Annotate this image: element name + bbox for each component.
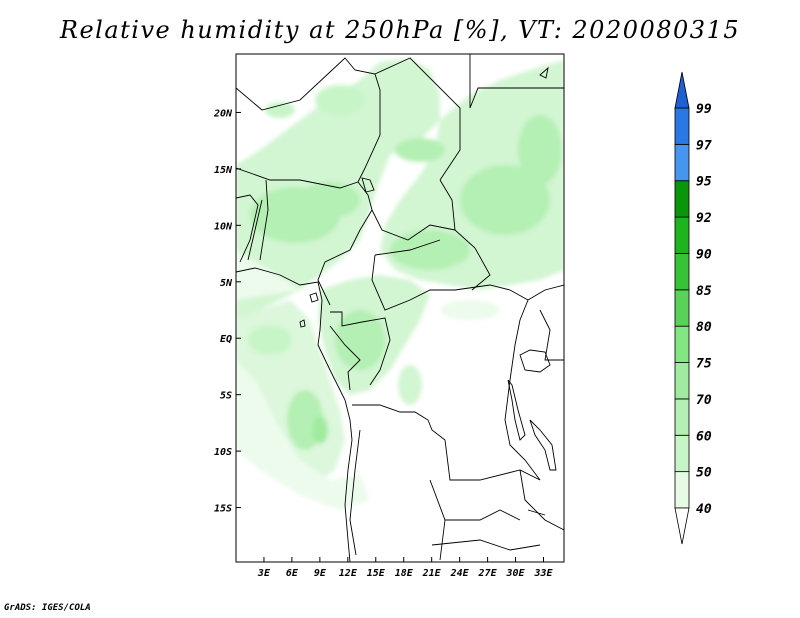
lat-tick-label: 5S	[220, 391, 232, 402]
lat-tick-label: 15N	[214, 165, 233, 176]
colorbar-segment	[674, 216, 690, 254]
colorbar-segment	[674, 180, 690, 218]
lon-tick-label: 6E	[286, 568, 299, 579]
lat-tick-label: 5N	[220, 278, 233, 289]
colorbar-label: 40	[696, 502, 712, 517]
colorbar-segment	[674, 253, 690, 291]
colorbar-label: 90	[696, 247, 712, 262]
lon-tick-label: 30E	[506, 568, 526, 579]
lon-tick-label: 15E	[367, 568, 386, 579]
country-boundaries	[236, 54, 564, 562]
colorbar: 40 50 60 70 75 80 85 90 92 95 97 99	[674, 71, 712, 545]
colorbar-segment	[674, 143, 690, 182]
colorbar-segment	[674, 289, 690, 327]
lon-tick-label: 27E	[478, 568, 498, 579]
colorbar-label: 97	[696, 138, 712, 153]
lat-tick-label: 20N	[213, 108, 233, 119]
colorbar-segment	[674, 434, 690, 473]
lat-tick-label: EQ	[220, 334, 232, 345]
map-frame	[235, 53, 565, 563]
colorbar-label: 75	[696, 357, 712, 372]
colorbar-label: 85	[696, 284, 712, 299]
map-axes: 3E 6E 9E 12E 15E 18E 21E 24E 27E 30E 33E 20N 15N 10N 5…	[213, 108, 554, 579]
colorbar-label: 60	[696, 429, 712, 444]
colorbar-segment	[674, 362, 690, 400]
lat-tick-label: 10N	[214, 221, 233, 232]
lat-tick-label: 15S	[214, 504, 232, 515]
colorbar-label: 99	[696, 102, 712, 117]
lon-tick-label: 3E	[257, 568, 271, 579]
colorbar-label: 95	[696, 175, 712, 190]
colorbar-label: 80	[696, 320, 712, 335]
grads-credit: GrADS: IGES/COLA	[4, 603, 91, 613]
colorbar-segment	[674, 398, 690, 436]
colorbar-label: 50	[696, 466, 712, 481]
lon-tick-label: 12E	[339, 568, 358, 579]
lon-tick-label: 18E	[395, 568, 414, 579]
lon-tick-label: 9E	[314, 568, 327, 579]
lat-tick-label: 10S	[214, 447, 232, 458]
lon-tick-label: 24E	[450, 568, 470, 579]
colorbar-top-arrow	[674, 71, 690, 109]
map-title: Relative humidity at 250hPa [%], VT: 202…	[59, 16, 741, 44]
humidity-field	[236, 54, 564, 562]
colorbar-label: 70	[696, 393, 712, 408]
colorbar-segment	[674, 107, 690, 145]
colorbar-segment	[674, 471, 690, 509]
colorbar-segment	[674, 325, 690, 363]
lon-tick-label: 21E	[422, 568, 442, 579]
colorbar-label: 92	[696, 211, 712, 226]
lon-tick-label: 33E	[533, 568, 553, 579]
colorbar-bottom-arrow	[674, 507, 690, 545]
